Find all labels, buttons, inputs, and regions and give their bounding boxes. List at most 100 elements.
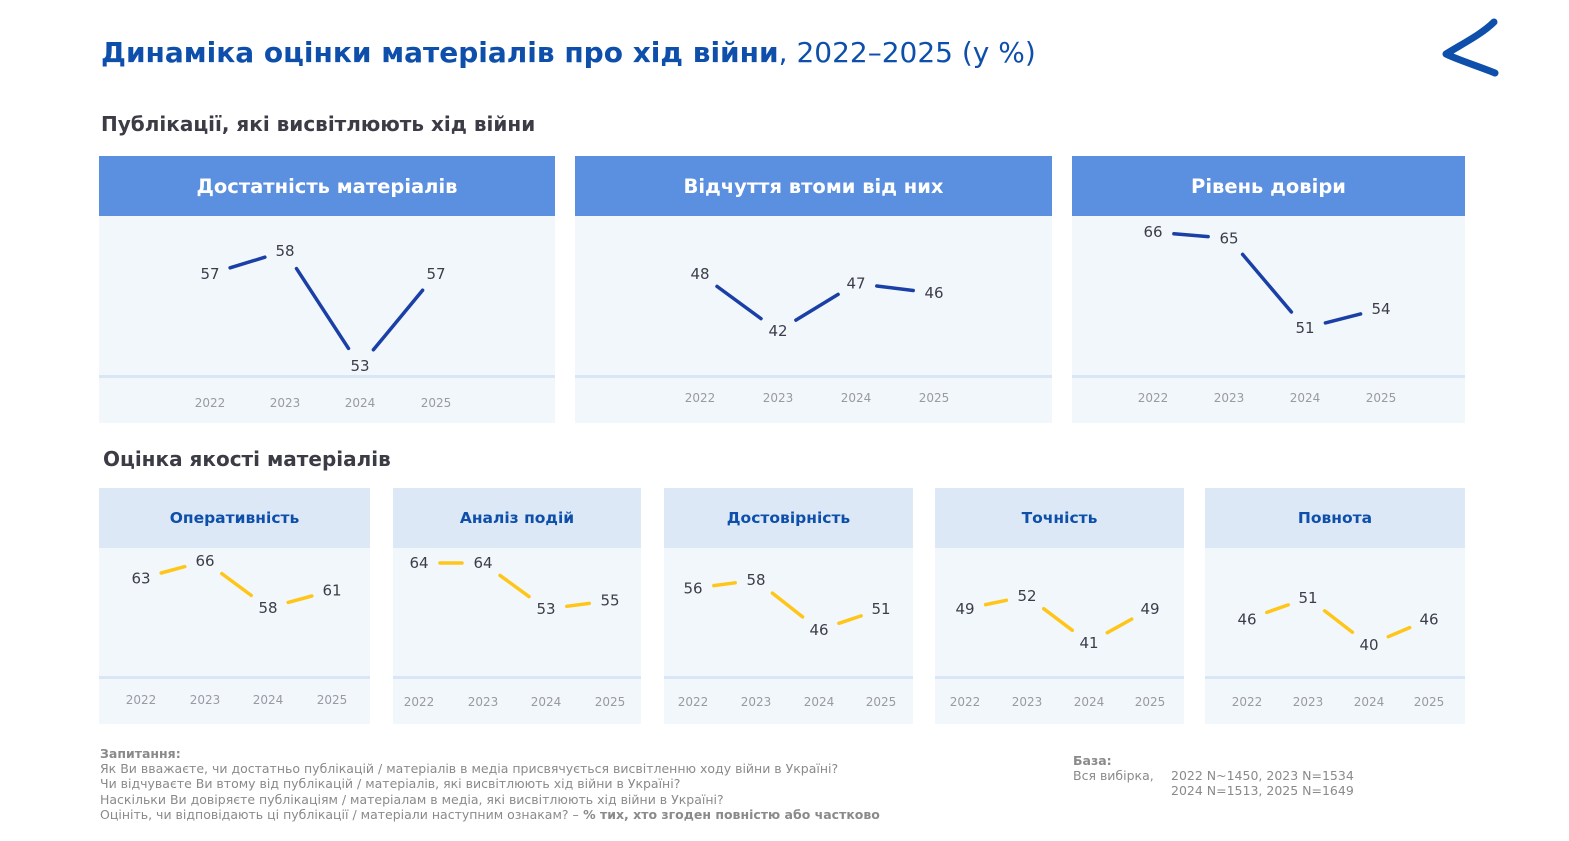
data-label: 42 <box>768 322 787 340</box>
data-label: 48 <box>690 265 709 283</box>
chart-title: Відчуття втоми від них <box>575 156 1052 216</box>
x-tick-label: 2023 <box>741 695 772 709</box>
data-label: 58 <box>258 599 277 617</box>
x-tick-label: 2025 <box>317 693 348 707</box>
logo-icon <box>1442 18 1499 77</box>
x-tick-label: 2023 <box>1293 695 1324 709</box>
data-label: 55 <box>600 592 619 610</box>
chart-svg: 49 52 41 49 2022 2023 2024 2025 <box>935 587 1184 709</box>
series-line-segment <box>294 266 351 351</box>
x-tick-label: 2023 <box>190 693 221 707</box>
series-line-segment <box>1386 625 1412 639</box>
data-label: 51 <box>871 600 890 618</box>
data-label: 66 <box>195 552 214 570</box>
x-tick-label: 2025 <box>595 695 626 709</box>
section-title-quality: Оцінка якості матеріалів <box>103 447 391 471</box>
x-tick-label: 2024 <box>345 396 376 410</box>
question-line: Наскільки Ви довіряєте публікаціям / мат… <box>100 791 724 807</box>
series-line-segment <box>286 594 314 605</box>
data-label: 46 <box>924 284 943 302</box>
series-line-segment <box>794 292 840 322</box>
chart-svg: 56 58 46 51 2022 2023 2024 2025 <box>664 571 913 709</box>
x-tick-label: 2022 <box>1232 695 1263 709</box>
chart-svg: 57 58 53 57 2022 2023 2024 2025 <box>99 242 555 410</box>
series-line-segment <box>1105 617 1134 635</box>
data-label: 63 <box>131 570 150 588</box>
x-tick-label: 2024 <box>1290 391 1321 405</box>
chart-panel-promptness: Оперативність 63 66 58 61 2022 2023 2024 2025 <box>99 488 370 724</box>
chart-title: Достовірність <box>664 488 913 548</box>
axis-separator <box>99 676 370 679</box>
series-line-segment <box>837 614 863 626</box>
data-label: 46 <box>809 621 828 639</box>
axis-separator <box>1072 375 1465 378</box>
x-tick-label: 2023 <box>1214 391 1245 405</box>
x-tick-label: 2024 <box>804 695 835 709</box>
base-line-2: 2024 N=1513, 2025 N=1649 <box>1171 783 1354 799</box>
data-label: 54 <box>1371 300 1390 318</box>
data-label: 51 <box>1295 319 1314 337</box>
chart-panel-completeness: Повнота 46 51 40 46 2022 2023 2024 2025 <box>1205 488 1465 724</box>
chart-title: Оперативність <box>99 488 370 548</box>
x-tick-label: 2022 <box>195 396 226 410</box>
x-tick-label: 2024 <box>253 693 284 707</box>
series-line-segment <box>371 288 425 352</box>
question-label: Запитання: <box>100 746 181 761</box>
series-line-segment <box>565 601 591 609</box>
axis-separator <box>664 676 913 679</box>
x-tick-label: 2022 <box>404 695 435 709</box>
question-line-last: Оцініть, чи відповідають ці публікації /… <box>100 806 880 822</box>
series-line-segment <box>220 571 253 598</box>
chart-panel-analysis: Аналіз подій 64 64 53 55 2022 2023 2024 2025 <box>393 488 641 724</box>
series-line-segment <box>983 598 1009 607</box>
data-label: 53 <box>350 357 369 375</box>
x-tick-label: 2022 <box>685 391 716 405</box>
data-label: 64 <box>473 554 492 572</box>
chart-title: Аналіз подій <box>393 488 641 548</box>
data-label: 58 <box>746 571 765 589</box>
chart-svg: 48 42 47 46 2022 2023 2024 2025 <box>575 265 1052 405</box>
series-line-segment <box>1265 603 1290 615</box>
data-label: 64 <box>409 554 428 572</box>
data-label: 46 <box>1237 610 1256 628</box>
data-label: 57 <box>426 265 445 283</box>
series-line-segment <box>1041 606 1075 633</box>
x-tick-label: 2025 <box>1366 391 1397 405</box>
series-line-segment <box>712 581 737 588</box>
axis-separator <box>575 375 1052 378</box>
data-label: 53 <box>536 600 555 618</box>
x-tick-label: 2024 <box>1354 695 1385 709</box>
section-title-publications: Публікації, які висвітлюють хід війни <box>101 112 536 136</box>
series-line-segment <box>498 573 531 599</box>
x-tick-label: 2024 <box>531 695 562 709</box>
chart-title: Достатність матеріалів <box>99 156 555 216</box>
data-label: 66 <box>1143 223 1162 241</box>
base-sample: Вся вибірка, <box>1073 768 1154 784</box>
data-label: 61 <box>322 581 341 599</box>
x-tick-label: 2025 <box>866 695 897 709</box>
series-line-segment <box>1323 312 1363 325</box>
data-label: 52 <box>1017 587 1036 605</box>
series-line-segment <box>1322 609 1355 634</box>
series-line-segment <box>715 284 763 321</box>
axis-separator <box>393 676 641 679</box>
data-label: 46 <box>1419 610 1438 628</box>
x-tick-label: 2022 <box>1138 391 1169 405</box>
chart-panel-reliability: Достовірність 56 58 46 51 2022 2023 2024 2025 <box>664 488 913 724</box>
data-label: 49 <box>955 600 974 618</box>
data-label: 41 <box>1079 634 1098 652</box>
x-tick-label: 2023 <box>468 695 499 709</box>
x-tick-label: 2024 <box>841 391 872 405</box>
x-tick-label: 2025 <box>919 391 950 405</box>
chart-svg: 66 65 51 54 2022 2023 2024 2025 <box>1072 223 1465 405</box>
footer-questions: Запитання: Як Ви вважаєте, чи достатньо … <box>100 746 1000 822</box>
x-tick-label: 2022 <box>126 693 157 707</box>
chart-panel-fatigue: Відчуття втоми від них 48 42 47 46 2022 2023 2… <box>575 156 1052 423</box>
x-tick-label: 2023 <box>763 391 794 405</box>
series-line-segment <box>159 564 187 575</box>
data-label: 51 <box>1298 589 1317 607</box>
page-title: Динаміка оцінки матеріалів про хід війни… <box>101 36 1036 69</box>
chart-panel-accuracy: Точність 49 52 41 49 2022 2023 2024 2025 <box>935 488 1184 724</box>
data-label: 65 <box>1219 229 1238 247</box>
x-tick-label: 2025 <box>421 396 452 410</box>
